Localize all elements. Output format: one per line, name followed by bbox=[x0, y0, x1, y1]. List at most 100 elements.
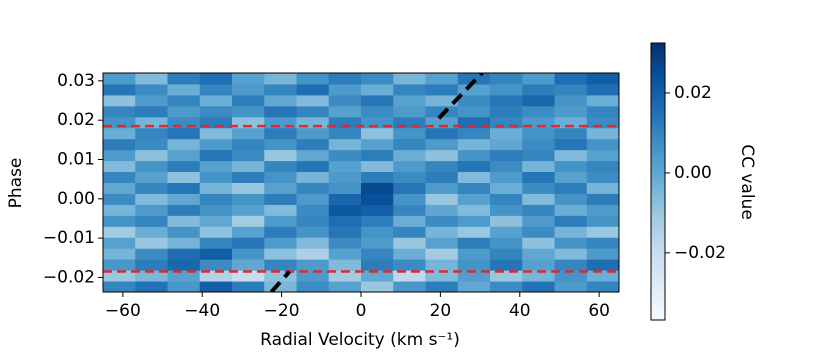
heatmap-cell bbox=[199, 182, 233, 194]
heatmap-cell bbox=[296, 270, 330, 282]
heatmap-cell bbox=[103, 73, 136, 85]
heatmap-cell bbox=[586, 182, 619, 194]
heatmap-cell bbox=[296, 105, 330, 118]
heatmap-cell bbox=[586, 160, 619, 173]
heatmap-cell bbox=[586, 237, 619, 249]
heatmap-cell bbox=[264, 83, 297, 96]
heatmap-cell bbox=[199, 259, 233, 271]
heatmap-cell bbox=[264, 204, 297, 216]
heatmap-cell bbox=[361, 127, 394, 140]
x-tick-label: −60 bbox=[105, 301, 141, 321]
heatmap-cell bbox=[199, 160, 233, 173]
heatmap-cell bbox=[361, 259, 394, 271]
heatmap-cell bbox=[135, 270, 168, 282]
heatmap-cell bbox=[361, 73, 394, 85]
heatmap-cell bbox=[457, 248, 491, 260]
heatmap-cell bbox=[232, 259, 265, 271]
heatmap-cell bbox=[296, 127, 330, 140]
heatmap-cell bbox=[296, 171, 330, 183]
heatmap-cell bbox=[393, 215, 426, 227]
colorbar-frame bbox=[650, 42, 666, 321]
heatmap-cell bbox=[135, 160, 168, 173]
heatmap-cell bbox=[232, 226, 265, 238]
heatmap-cell bbox=[586, 270, 619, 282]
heatmap-cell bbox=[425, 281, 459, 292]
colorbar bbox=[651, 43, 665, 320]
heatmap-cell bbox=[490, 215, 523, 227]
heatmap-cell bbox=[425, 248, 459, 260]
heatmap-cell bbox=[522, 73, 555, 85]
heatmap-cell bbox=[490, 259, 523, 271]
heatmap-cell bbox=[586, 127, 619, 140]
heatmap-cell bbox=[361, 160, 394, 173]
heatmap-cell bbox=[296, 83, 330, 96]
heatmap-cell bbox=[232, 138, 265, 151]
heatmap-cell bbox=[199, 105, 233, 118]
heatmap-cell bbox=[425, 116, 459, 129]
heatmap-cell bbox=[135, 204, 168, 216]
heatmap-cell bbox=[490, 138, 523, 151]
heatmap-cell bbox=[393, 270, 426, 282]
heatmap-cell bbox=[296, 149, 330, 162]
heatmap-cell bbox=[232, 171, 265, 183]
heatmap-cell bbox=[554, 73, 588, 85]
heatmap-cell bbox=[393, 116, 426, 129]
heatmap-cell bbox=[425, 105, 459, 118]
heatmap-cell bbox=[522, 149, 555, 162]
overlay bbox=[103, 73, 619, 292]
heatmap-cell bbox=[361, 215, 394, 227]
heatmap-cell bbox=[328, 83, 362, 96]
heatmap-cell bbox=[232, 127, 265, 140]
heatmap-cell bbox=[135, 259, 168, 271]
heatmap-cell bbox=[264, 116, 297, 129]
heatmap-cell bbox=[232, 237, 265, 249]
x-axis-label: Radial Velocity (km s⁻¹) bbox=[260, 330, 460, 350]
heatmap-cell bbox=[199, 215, 233, 227]
heatmap-cell bbox=[457, 160, 491, 173]
y-tick-label: 0.01 bbox=[57, 149, 95, 169]
heatmap-cell bbox=[586, 215, 619, 227]
heatmap-cell bbox=[103, 160, 136, 173]
heatmap-cell bbox=[264, 248, 297, 260]
heatmap-cell bbox=[232, 215, 265, 227]
y-tick-label: −0.01 bbox=[43, 228, 95, 248]
heatmap-cell bbox=[264, 193, 297, 205]
heatmap-cell bbox=[103, 94, 136, 107]
heatmap-cell bbox=[232, 83, 265, 96]
heatmap-cell bbox=[232, 116, 265, 129]
heatmap-cell bbox=[490, 204, 523, 216]
heatmap-cell bbox=[586, 171, 619, 183]
heatmap-cell bbox=[522, 105, 555, 118]
heatmap-cell bbox=[490, 94, 523, 107]
heatmap-cell bbox=[167, 83, 201, 96]
y-tick-label: 0.02 bbox=[57, 110, 95, 130]
heatmap-cell bbox=[522, 248, 555, 260]
heatmap-cell bbox=[425, 182, 459, 194]
heatmap-cell bbox=[554, 171, 588, 183]
heatmap-cell bbox=[361, 83, 394, 96]
heatmap-cell bbox=[232, 160, 265, 173]
heatmap-cell bbox=[328, 73, 362, 85]
heatmap-cell bbox=[457, 83, 491, 96]
heatmap-cell bbox=[296, 215, 330, 227]
heatmap-cell bbox=[490, 105, 523, 118]
heatmap-cell bbox=[457, 193, 491, 205]
heatmap-cell bbox=[554, 94, 588, 107]
heatmap-cell bbox=[586, 226, 619, 238]
heatmap-cell bbox=[425, 160, 459, 173]
heatmap-cell bbox=[264, 94, 297, 107]
heatmap-cell bbox=[167, 193, 201, 205]
heatmap-cell bbox=[361, 138, 394, 151]
heatmap-cell bbox=[199, 204, 233, 216]
heatmap-cell bbox=[296, 160, 330, 173]
heatmap-cell bbox=[296, 204, 330, 216]
heatmap-cell bbox=[586, 248, 619, 260]
heatmap-cell bbox=[199, 171, 233, 183]
heatmap-cell bbox=[393, 105, 426, 118]
heatmap-cell bbox=[554, 105, 588, 118]
heatmap-cell bbox=[425, 138, 459, 151]
heatmap-cell bbox=[522, 237, 555, 249]
heatmap-cell bbox=[393, 193, 426, 205]
heatmap-cell bbox=[393, 259, 426, 271]
heatmap-cell bbox=[328, 270, 362, 282]
